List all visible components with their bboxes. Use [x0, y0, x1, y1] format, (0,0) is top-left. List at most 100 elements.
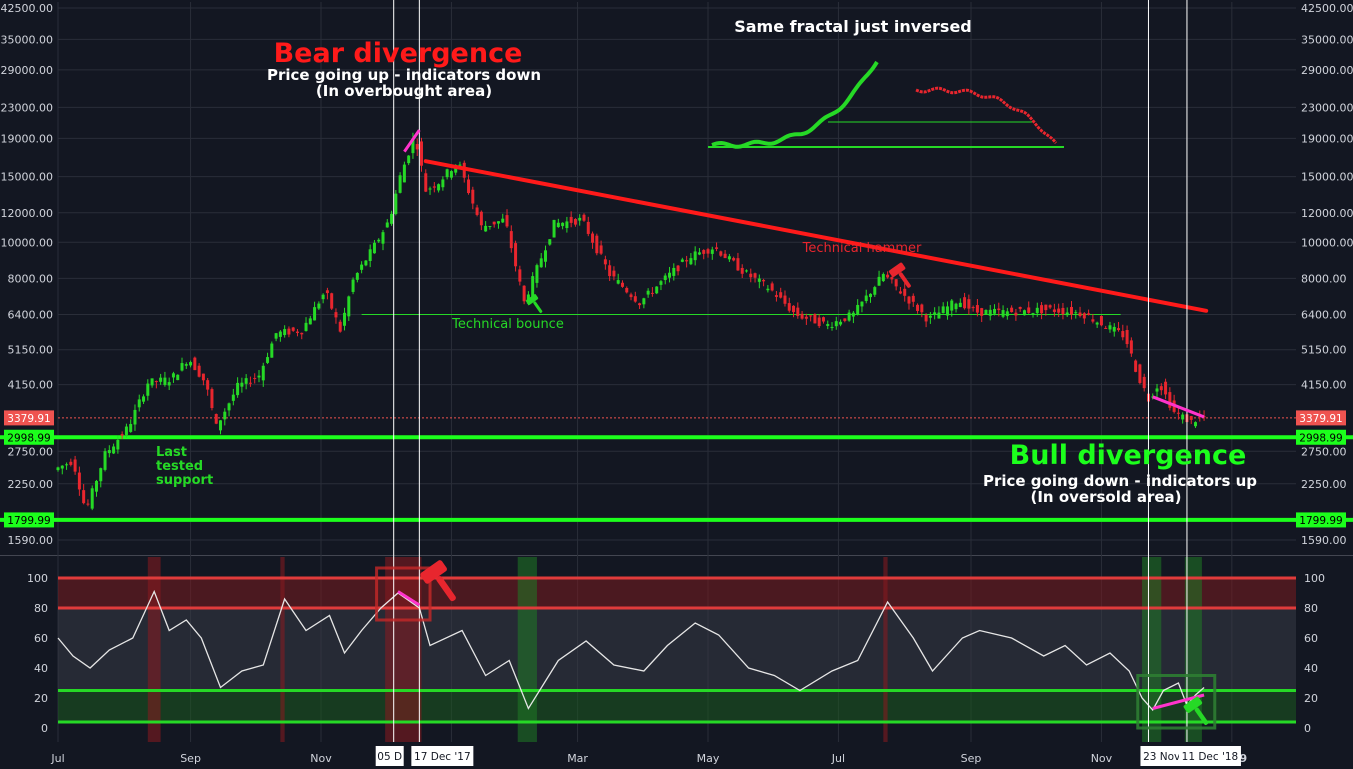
candle-body [411, 138, 415, 154]
candle-body [193, 357, 197, 371]
fractal-inset [708, 60, 1064, 149]
candle-body [334, 312, 338, 318]
candle-body [881, 274, 885, 282]
candle-body [283, 329, 287, 336]
candle-body [317, 303, 321, 309]
candle-body [77, 472, 81, 490]
candle-body [702, 250, 706, 254]
candle-body [792, 305, 796, 313]
bear-divergence-title: Bear divergence [274, 38, 523, 69]
candle-body [458, 164, 462, 166]
x-tick-label: Jul [50, 752, 64, 765]
candle-body [945, 306, 949, 316]
candle-body [1065, 312, 1069, 316]
candle-body [680, 259, 684, 262]
candle-body [706, 249, 710, 254]
candle-body [351, 279, 355, 292]
rsi-line [57, 589, 1205, 712]
x-tick-label: Sep [180, 752, 201, 765]
rsi-path [57, 589, 1205, 712]
candle-body [612, 270, 616, 277]
candle-body [937, 312, 941, 319]
candle-body [642, 298, 646, 305]
date-tag: 05 D [377, 751, 402, 763]
candle-body [723, 253, 727, 259]
hammer-head [888, 262, 906, 278]
candle-body [744, 270, 748, 272]
candle-body [1087, 313, 1091, 316]
support-label-3: support [156, 473, 213, 488]
candle-body [757, 278, 761, 282]
candle-body [774, 295, 778, 297]
candle-body [522, 285, 526, 302]
x-tick-label: May [697, 752, 720, 765]
candle-body [911, 295, 915, 302]
candle-body [120, 434, 124, 436]
candle-body [638, 303, 642, 306]
candle-body [163, 377, 167, 385]
candle-body [236, 382, 240, 396]
rsi-tick-label-left: 40 [34, 662, 48, 675]
candle-body [975, 305, 979, 313]
candle-body [484, 225, 488, 232]
candle-body [676, 265, 680, 272]
candle-body [274, 333, 278, 339]
candle-body [210, 389, 214, 409]
candle-body [240, 382, 244, 387]
rsi-zones [58, 557, 1296, 742]
y-tick-label-right: 10000.00 [1301, 236, 1353, 249]
fractal-down [915, 86, 1058, 144]
candle-body [445, 169, 449, 178]
y-tick-label-left: 1590.00 [8, 534, 54, 547]
candle-body [1129, 340, 1133, 354]
y-tick-label-right: 42500.00 [1301, 2, 1353, 15]
bull-divergence-line1: Price going down - indicators up [983, 472, 1257, 490]
candle-body [907, 296, 911, 304]
rsi-tick-label-right: 60 [1304, 632, 1318, 645]
y-tick-label-left: 23000.00 [1, 101, 54, 114]
hammer-head [525, 294, 539, 305]
candle-body [227, 403, 231, 411]
candle-body [304, 322, 308, 331]
bear-divergence-line2: (In overbought area) [316, 82, 492, 100]
candle-body [928, 315, 932, 318]
candle-body [60, 465, 64, 469]
y-tick-label-left: 15000.00 [1, 171, 54, 184]
candle-body [556, 222, 560, 228]
support-tag-left: 2998.99 [7, 432, 50, 444]
candle-body [967, 299, 971, 309]
candle-body [800, 313, 804, 319]
candle-body [740, 267, 744, 274]
candle-body [360, 264, 364, 270]
candle-body [886, 274, 890, 278]
candle-body [1095, 322, 1099, 325]
candle-body [514, 243, 518, 267]
current-price-tag-right: 3379.91 [1299, 413, 1342, 425]
candle-body [963, 297, 967, 309]
hammer-handle [533, 301, 543, 314]
candle-body [419, 141, 423, 166]
candle-body [1155, 388, 1159, 392]
resistance-trendline [423, 159, 1209, 313]
y-tick-label-left: 12000.00 [1, 207, 54, 220]
candle-body [984, 309, 988, 315]
y-tick-label-right: 15000.00 [1301, 171, 1353, 184]
candle-body [201, 373, 205, 381]
neutral-zone [58, 608, 1296, 691]
candle-body [184, 364, 188, 366]
candle-body [347, 296, 351, 317]
candle-body [1189, 416, 1193, 420]
candle-body [1040, 305, 1044, 314]
rsi-highlight-band [883, 557, 888, 742]
candle-body [864, 295, 868, 302]
hammer-handle [898, 272, 911, 288]
candle-body [176, 374, 180, 381]
date-tag: 17 Dec '17 [414, 751, 471, 763]
candle-body [368, 249, 372, 262]
support-tag-right: 2998.99 [1299, 432, 1342, 444]
candle-body [479, 211, 483, 226]
candle-body [394, 193, 398, 214]
candle-body [390, 213, 394, 224]
candle-body [253, 378, 257, 380]
